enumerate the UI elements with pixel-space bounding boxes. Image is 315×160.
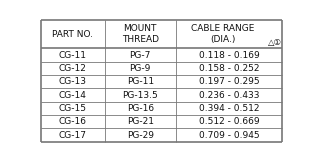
Text: CG-15: CG-15 [59,104,87,113]
Text: CG-11: CG-11 [59,51,87,60]
Text: 0.394 - 0.512: 0.394 - 0.512 [199,104,259,113]
Text: CG-12: CG-12 [59,64,87,73]
Text: 0.512 - 0.669: 0.512 - 0.669 [199,117,260,126]
Text: CABLE RANGE
(DIA.): CABLE RANGE (DIA.) [191,24,255,44]
Text: PART NO.: PART NO. [52,30,93,39]
Text: CG-14: CG-14 [59,91,87,100]
Text: 0.709 - 0.945: 0.709 - 0.945 [199,131,260,140]
Text: PG-29: PG-29 [127,131,154,140]
Text: CG-17: CG-17 [59,131,87,140]
Text: PG-16: PG-16 [127,104,154,113]
Text: CG-13: CG-13 [59,77,87,86]
Text: PG-11: PG-11 [127,77,154,86]
Text: CG-16: CG-16 [59,117,87,126]
Text: 0.236 - 0.433: 0.236 - 0.433 [199,91,259,100]
Text: PG-9: PG-9 [129,64,151,73]
Text: PG-13.5: PG-13.5 [123,91,158,100]
Text: PG-7: PG-7 [129,51,151,60]
Text: △①: △① [268,39,282,48]
Text: 0.197 - 0.295: 0.197 - 0.295 [199,77,260,86]
Text: PG-21: PG-21 [127,117,154,126]
Text: 0.158 - 0.252: 0.158 - 0.252 [199,64,259,73]
Text: MOUNT
THREAD: MOUNT THREAD [122,24,159,44]
Text: 0.118 - 0.169: 0.118 - 0.169 [199,51,260,60]
